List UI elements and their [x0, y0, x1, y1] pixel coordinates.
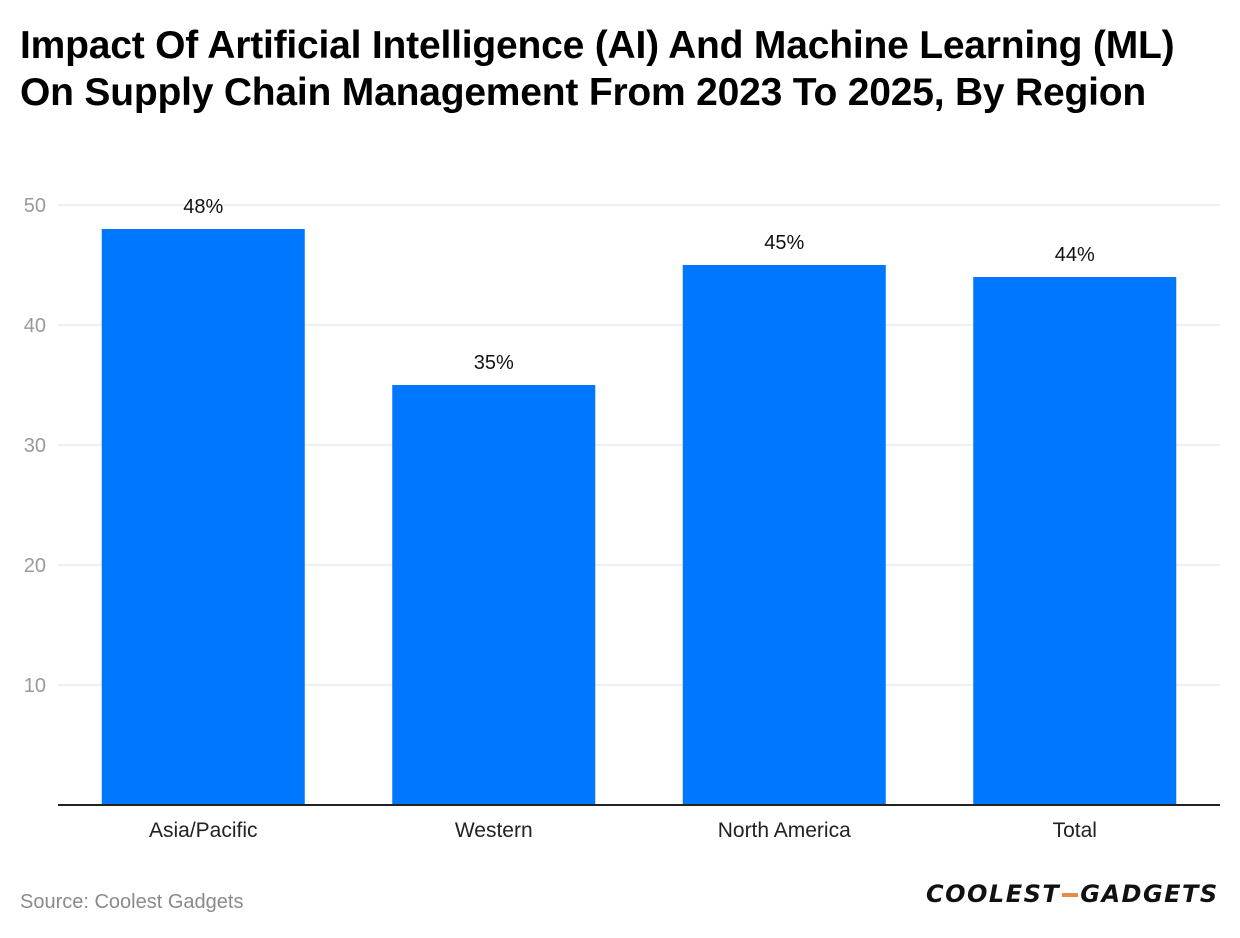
chart-title: Impact Of Artificial Intelligence (AI) A… [20, 24, 1175, 114]
y-tick-label: 40 [24, 315, 46, 337]
y-tick-label: 20 [24, 555, 46, 577]
logo-word-left: COOLEST [926, 880, 1061, 908]
bar-total [973, 277, 1177, 805]
data-label: 48% [183, 196, 223, 218]
x-tick-label: Total [1053, 819, 1097, 842]
bars [101, 229, 1177, 805]
data-labels: 48% 35% 45% 44% [183, 196, 1095, 374]
y-axis-ticks: 10 20 30 40 50 [24, 195, 46, 697]
data-label: 45% [764, 232, 804, 254]
x-tick-label: Western [455, 819, 533, 842]
data-label: 35% [474, 352, 514, 374]
y-tick-label: 50 [24, 195, 46, 217]
bar-asia-pacific [101, 229, 305, 805]
x-tick-label: North America [718, 819, 851, 842]
brand-logo: COOLEST GADGETS [926, 880, 1219, 908]
x-axis-ticks: Asia/Pacific Western North America Total [149, 819, 1097, 842]
y-tick-label: 10 [24, 675, 46, 697]
source-note: Source: Coolest Gadgets [20, 891, 244, 913]
data-label: 44% [1055, 244, 1095, 266]
bar-north-america [682, 265, 886, 805]
logo-word-right: GADGETS [1080, 880, 1219, 908]
logo-dash [1062, 893, 1079, 897]
x-tick-label: Asia/Pacific [149, 819, 258, 842]
y-tick-label: 30 [24, 435, 46, 457]
bar-western [392, 385, 596, 805]
